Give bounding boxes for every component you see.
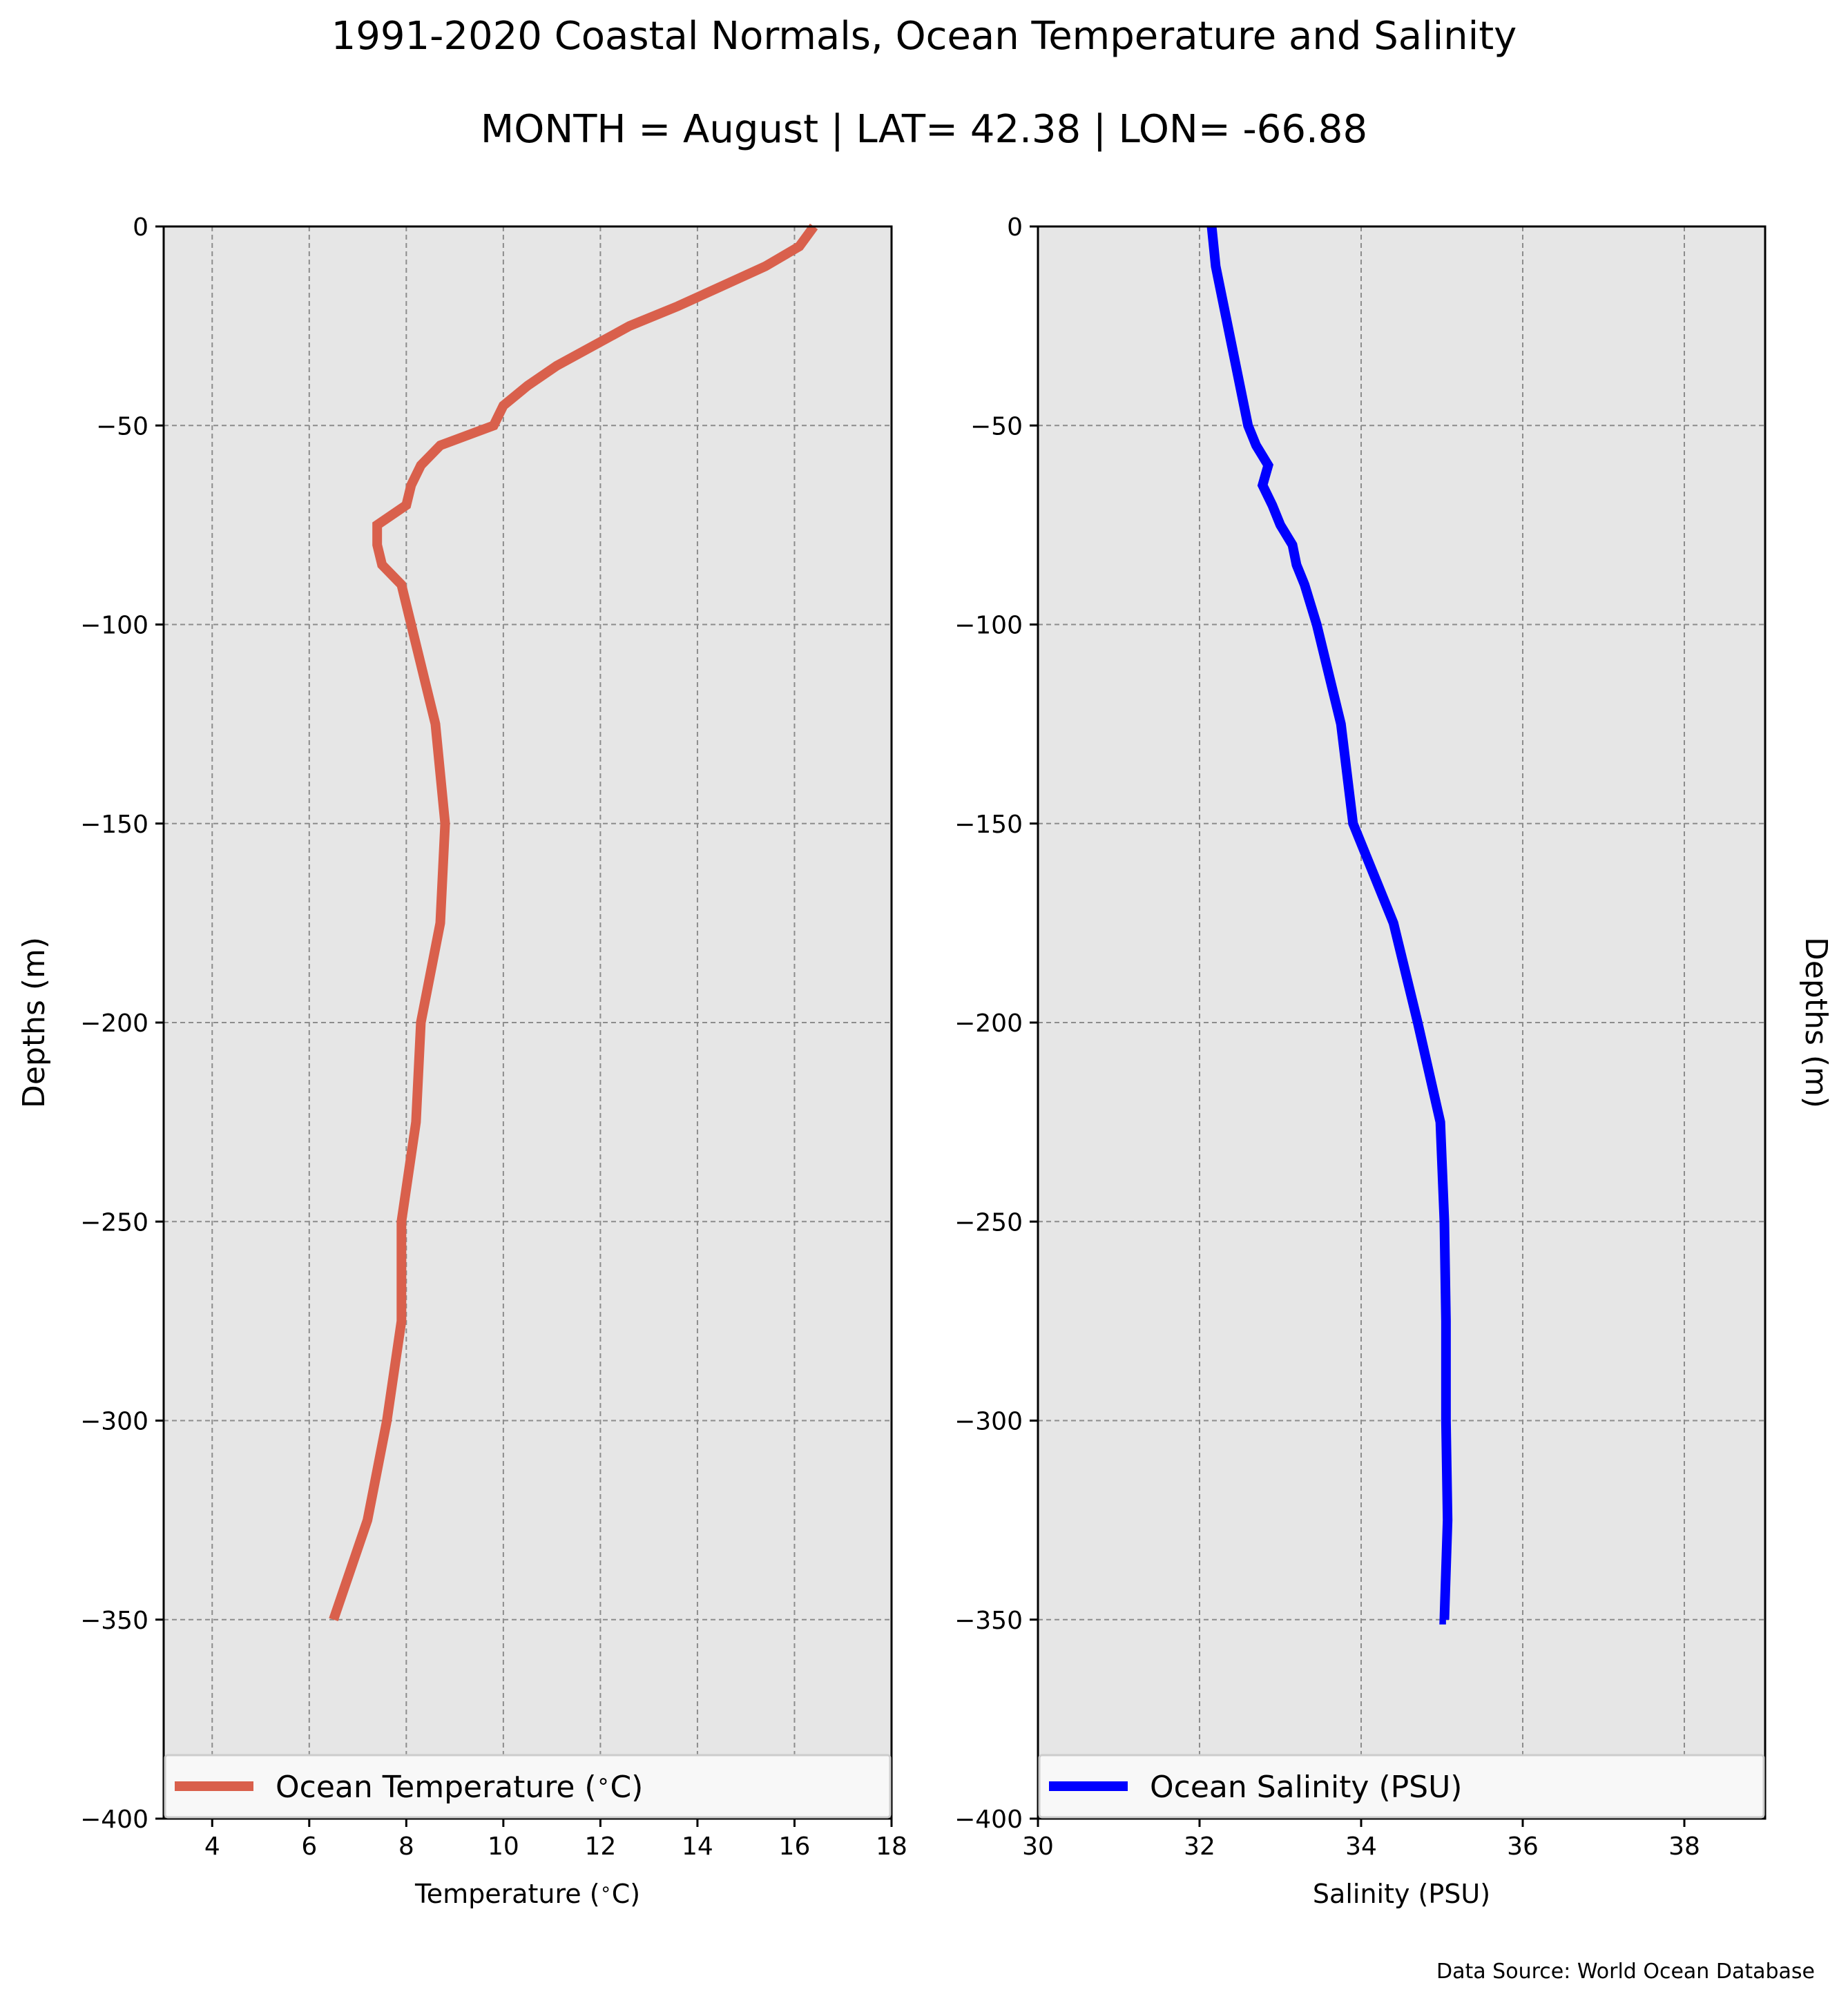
y-tick-label: −100 xyxy=(954,612,1023,640)
x-tick-label: 36 xyxy=(1507,1832,1539,1861)
y-tick-label: −250 xyxy=(954,1208,1023,1237)
y-tick-label: −50 xyxy=(970,412,1023,441)
y-tick-label: −50 xyxy=(96,412,148,441)
x-tick-label: 10 xyxy=(488,1832,519,1861)
legend-label: Ocean Temperature (∘C) xyxy=(276,1769,643,1805)
y-tick-label: −150 xyxy=(954,811,1023,839)
legend-label: Ocean Salinity (PSU) xyxy=(1150,1770,1462,1805)
x-tick-label: 38 xyxy=(1668,1832,1700,1861)
y-tick-label: −200 xyxy=(954,1009,1023,1038)
x-tick-label: 32 xyxy=(1184,1832,1215,1861)
series-line-1 xyxy=(1206,226,1453,1625)
x-tick-label: 8 xyxy=(398,1832,414,1861)
series-line-1 xyxy=(329,223,818,1622)
chart-panel-2: 30 32 34 36 38 0 −50 −100 −150 −200 −250 −300 −350 −4… xyxy=(954,213,1833,1909)
x-tick-label: 12 xyxy=(584,1832,616,1861)
y-tick-label: −200 xyxy=(80,1009,148,1038)
y-tick-label: 0 xyxy=(1007,213,1023,242)
y-tick-label: −350 xyxy=(80,1607,148,1635)
x-tick-label: 4 xyxy=(204,1832,220,1861)
y-axis-label: Depths (m) xyxy=(1798,937,1833,1108)
y-tick-label: −300 xyxy=(80,1408,148,1436)
y-tick-label: −300 xyxy=(954,1408,1023,1436)
x-tick-label: 14 xyxy=(682,1832,713,1861)
x-tick-label: 6 xyxy=(301,1832,317,1861)
y-tick-label: −400 xyxy=(80,1806,148,1834)
legend-box xyxy=(1038,1754,1765,1819)
y-tick-label: −250 xyxy=(80,1208,148,1237)
y-axis-label: Depths (m) xyxy=(17,937,52,1108)
y-tick-label: 0 xyxy=(133,213,148,242)
x-axis-label: Salinity (PSU) xyxy=(1313,1879,1490,1909)
x-tick-label: 18 xyxy=(876,1832,907,1861)
chart-panel-1: 4 6 8 10 12 14 16 18 0 −50 −100 −150 −200 −250 −300 −35… xyxy=(17,213,907,1909)
y-tick-label: −400 xyxy=(954,1806,1023,1834)
y-tick-label: −150 xyxy=(80,811,148,839)
data-source-note: Data Source: World Ocean Database xyxy=(1436,1960,1815,1984)
legend-box xyxy=(164,1754,892,1819)
x-axis-label: Temperature (∘C) xyxy=(414,1879,640,1909)
x-tick-label: 16 xyxy=(779,1832,811,1861)
x-tick-label: 34 xyxy=(1345,1832,1377,1861)
chart-subtitle: MONTH = August | LAT= 42.38 | LON= -66.8… xyxy=(480,107,1368,152)
chart-title: 1991-2020 Coastal Normals, Ocean Tempera… xyxy=(331,14,1517,59)
x-tick-label: 30 xyxy=(1022,1832,1054,1861)
y-tick-label: −350 xyxy=(954,1607,1023,1635)
y-tick-label: −100 xyxy=(80,612,148,640)
